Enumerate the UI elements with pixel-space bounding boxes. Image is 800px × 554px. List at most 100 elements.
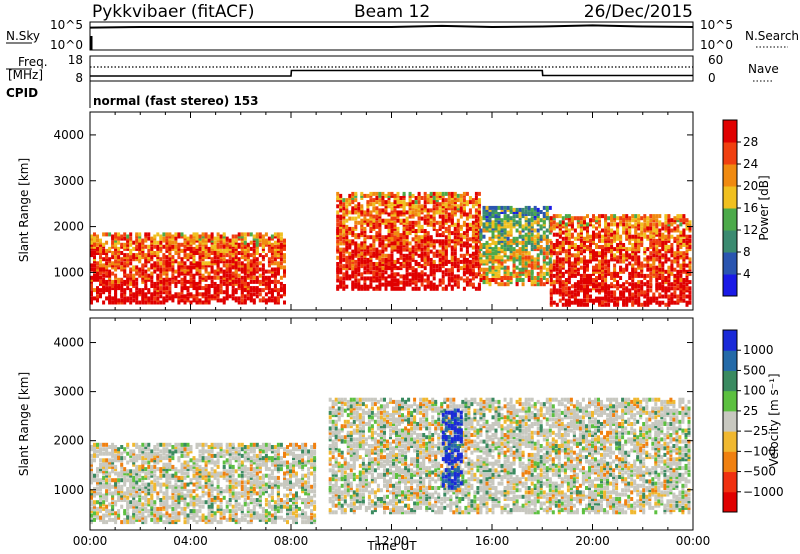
power-cell <box>444 241 448 246</box>
power-cell <box>610 222 614 227</box>
velocity-cell <box>117 458 121 463</box>
power-cell <box>228 259 232 264</box>
power-cell <box>598 282 601 287</box>
power-cell <box>485 276 489 280</box>
power-cell <box>252 300 256 305</box>
power-cell <box>420 208 424 213</box>
power-cell <box>595 243 598 247</box>
power-cell <box>96 238 99 243</box>
power-cell <box>165 290 169 295</box>
power-cell <box>589 238 592 243</box>
power-cell <box>548 247 552 252</box>
power-cell <box>405 245 409 250</box>
velocity-cell <box>93 458 96 463</box>
power-cell <box>676 214 680 219</box>
power-cell <box>631 243 635 247</box>
power-cell <box>667 245 671 249</box>
velocity-cell <box>99 449 102 454</box>
velocity-cell <box>147 447 151 452</box>
power-cell <box>93 232 96 237</box>
power-cell <box>426 251 430 256</box>
cpid-text: normal (fast stereo) 153 <box>93 94 259 108</box>
power-cell <box>252 275 256 280</box>
power-cell <box>515 238 519 243</box>
power-cell <box>634 294 638 299</box>
power-cell <box>579 249 583 254</box>
power-cell <box>174 246 178 251</box>
power-cell <box>567 220 571 225</box>
power-cell <box>619 259 623 264</box>
power-cell <box>453 222 457 227</box>
power-cell <box>595 253 598 258</box>
velocity-cell <box>135 500 139 505</box>
power-cell <box>607 267 611 272</box>
power-cell <box>399 274 403 279</box>
power-cell <box>240 269 244 274</box>
velocity-cell <box>165 493 169 498</box>
power-cell <box>552 232 556 237</box>
power-cell <box>509 232 513 237</box>
power-cell <box>360 241 364 246</box>
power-cell <box>667 247 671 252</box>
power-cell <box>441 224 445 229</box>
power-cell <box>255 232 259 237</box>
power-cell <box>177 242 181 247</box>
power-cell <box>474 272 478 277</box>
power-cell <box>153 263 157 268</box>
velocity-cell <box>99 487 102 491</box>
power-cell <box>432 212 436 217</box>
velocity-cell <box>90 473 93 478</box>
power-cell <box>387 264 391 269</box>
power-cell <box>555 251 559 256</box>
beam-title: Beam 12 <box>354 2 430 22</box>
power-cell <box>479 273 483 278</box>
power-cell <box>153 253 157 258</box>
power-cell <box>536 220 540 225</box>
power-cell <box>111 271 115 276</box>
power-cell <box>570 271 574 276</box>
power-cell <box>564 259 568 264</box>
power-cell <box>450 218 454 223</box>
power-cell <box>679 288 683 293</box>
power-cell <box>441 231 445 236</box>
power-cell <box>339 241 343 246</box>
power-cell <box>195 281 199 286</box>
power-cell <box>231 238 235 243</box>
power-cell <box>441 257 445 262</box>
power-cell <box>384 200 388 205</box>
power-cell <box>576 302 580 307</box>
power-cell <box>180 277 184 282</box>
freq-label: Freq. <box>18 55 48 69</box>
power-cell <box>420 247 424 252</box>
power-cell <box>204 263 208 268</box>
power-cell <box>99 238 102 243</box>
velocity-cell <box>93 478 96 483</box>
velocity-cell <box>138 464 142 469</box>
velocity-cell <box>177 493 181 498</box>
power-cell <box>150 263 154 268</box>
power-cell <box>518 234 522 239</box>
power-cell <box>354 198 358 203</box>
power-cell <box>192 257 196 262</box>
power-cell <box>105 253 109 258</box>
power-cell <box>509 271 513 276</box>
power-cell <box>375 200 379 205</box>
power-cell <box>150 275 154 280</box>
power-cell <box>240 261 244 266</box>
power-cell <box>682 243 686 247</box>
power-cell <box>607 249 611 254</box>
power-cell <box>393 272 397 277</box>
power-colorbar-swatch <box>723 142 737 165</box>
power-cell <box>378 233 382 238</box>
power-cell <box>366 208 370 213</box>
velocity-cell <box>117 451 121 456</box>
power-cell <box>387 224 391 229</box>
power-cell <box>378 202 382 207</box>
velocity-cell <box>117 491 121 496</box>
power-cell <box>123 279 127 284</box>
power-cell <box>667 230 671 235</box>
power-cell <box>604 286 608 291</box>
power-cell <box>99 279 102 284</box>
power-cell <box>488 249 492 254</box>
power-cell <box>682 284 686 289</box>
